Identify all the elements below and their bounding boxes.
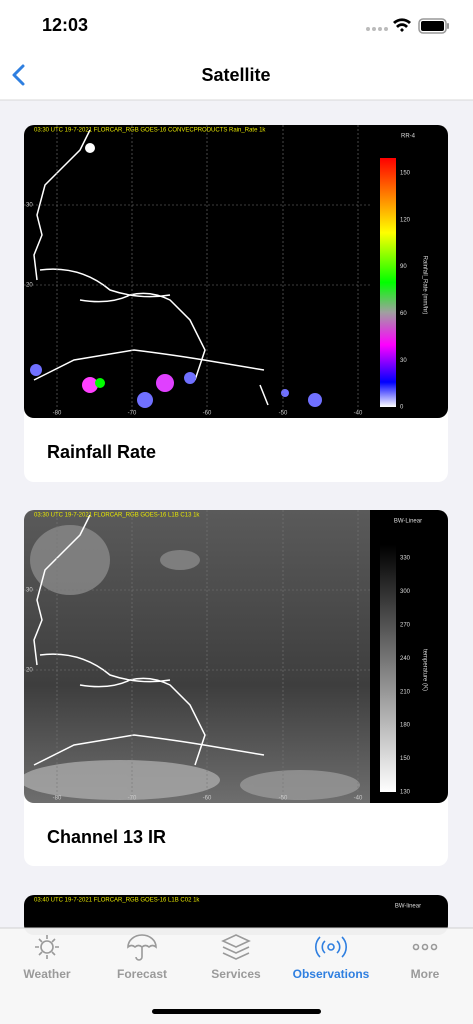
lon-label: -80 [53,796,62,802]
satellite-image [24,510,448,803]
lon-label: -50 [279,411,288,417]
lon-label: -50 [279,796,288,802]
scale-label: Rainfall_Rate (mm/hr) [421,256,427,315]
tab-label[interactable]: Forecast [117,967,167,981]
scale-tick-label: 150 [400,171,411,177]
icon-weather [35,935,59,959]
icon-more [412,943,438,951]
lon-label: -40 [354,796,363,802]
scale-tick-label: 0 [400,405,404,411]
card-title: Rainfall Rate [47,442,156,462]
header-bg [0,0,473,100]
scale-tick-label: 90 [400,264,407,270]
lon-label: -60 [203,411,212,417]
scale-tick-label: 60 [400,311,407,317]
lat-label: 20 [26,668,33,674]
scale-tick-label: 210 [400,689,411,695]
image-product: BW-Linear [394,519,422,525]
card-title: Channel 13 IR [47,827,166,847]
lon-label: -80 [53,411,62,417]
lon-label: -40 [354,411,363,417]
image-product: RR-4 [401,134,416,140]
scale-tick-label: 150 [400,756,411,762]
scale-tick-label: 240 [400,656,411,662]
lat-label: 20 [26,283,33,289]
image-overlay: 03:30 UTC 19-7-2021 FLORCAR_RGB GOES-16 … [24,125,427,417]
tab-icons [35,934,438,961]
tab-label[interactable]: Services [211,967,261,981]
lon-label: -70 [128,411,137,417]
satellite-image [24,125,448,418]
icon-observations [315,936,347,958]
scale-tick-label: 270 [400,622,411,628]
icon-forecast [127,934,157,961]
scale-tick-label: 130 [400,790,411,796]
tab-label[interactable]: More [411,967,440,981]
status-time: 12:03 [42,15,88,35]
scale-label: temperature (K) [421,649,427,691]
scale-tick-label: 180 [400,723,411,729]
tab-label[interactable]: Observations [293,967,370,981]
card[interactable]: Rainfall Rate [24,125,448,482]
image-overlay: 03:40 UTC 19-7-2021 FLORCAR_RGB GOES-16 … [34,898,421,910]
image-caption: 03:40 UTC 19-7-2021 FLORCAR_RGB GOES-16 … [34,898,200,904]
card[interactable]: Channel 13 IR [20,510,448,866]
back-button[interactable] [12,64,25,86]
icon-services [221,934,251,960]
nav-title: Satellite [201,65,270,85]
image-overlay: 03:30 UTC 19-7-2021 FLORCAR_RGB GOES-16 … [24,510,427,802]
status-icons [366,18,449,34]
lat-label: 30 [26,588,33,594]
image-caption: 03:30 UTC 19-7-2021 FLORCAR_RGB GOES-16 … [34,513,200,519]
lon-label: -60 [203,796,212,802]
scale-tick-label: 330 [400,556,411,562]
scale-tick-label: 300 [400,589,411,595]
tab-bar [0,928,473,1024]
scale-tick-label: 120 [400,217,411,223]
scale-tick-label: 30 [400,358,407,364]
tab-label[interactable]: Weather [23,967,70,981]
image-product: BW-linear [395,904,421,910]
home-indicator [152,1009,321,1014]
lon-label: -70 [128,796,137,802]
lat-label: 30 [26,203,33,209]
image-caption: 03:30 UTC 19-7-2021 FLORCAR_RGB GOES-16 … [34,128,266,134]
